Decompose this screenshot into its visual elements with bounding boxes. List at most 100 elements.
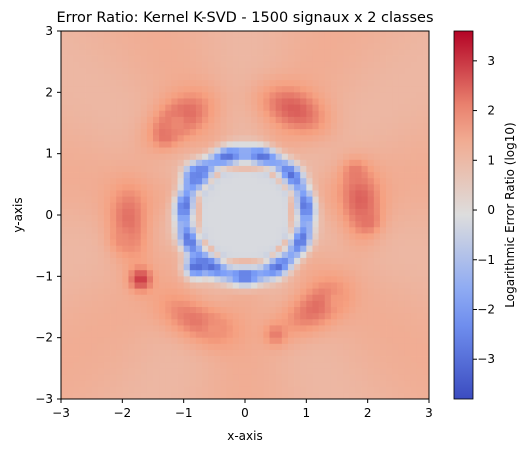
heatmap-cell <box>337 245 344 253</box>
heatmap-cell <box>134 73 142 81</box>
heatmap-cell <box>159 374 166 381</box>
heatmap-cell <box>214 343 221 351</box>
heatmap-cell <box>195 233 203 240</box>
heatmap-cell <box>183 325 191 332</box>
heatmap-cell <box>300 116 307 124</box>
heatmap-cell <box>306 264 313 271</box>
heatmap-cell <box>257 110 264 118</box>
heatmap-cell <box>202 276 209 283</box>
heatmap-cell <box>324 392 332 400</box>
heatmap-cell <box>220 67 227 75</box>
heatmap-cell <box>91 129 99 136</box>
heatmap-cell <box>392 362 399 369</box>
heatmap-cell <box>337 356 344 363</box>
heatmap-cell <box>386 159 393 167</box>
heatmap-cell <box>349 349 356 357</box>
heatmap-cell <box>140 288 148 296</box>
heatmap-cell <box>379 325 387 332</box>
heatmap-cell <box>171 123 178 130</box>
heatmap-cell <box>281 196 289 204</box>
heatmap-cell <box>245 233 252 240</box>
heatmap-cell <box>220 264 227 271</box>
heatmap-cell <box>122 184 129 191</box>
heatmap-cell <box>153 80 160 87</box>
heatmap-cell <box>122 178 129 185</box>
heatmap-cell <box>361 362 369 369</box>
heatmap-cell <box>140 165 148 173</box>
heatmap-cell <box>416 251 424 259</box>
heatmap-cell <box>343 239 350 247</box>
heatmap-cell <box>183 190 191 197</box>
heatmap-cell <box>330 98 338 105</box>
heatmap-cell <box>79 67 86 75</box>
heatmap-cell <box>257 276 264 283</box>
heatmap-cell <box>91 80 99 87</box>
heatmap-cell <box>238 380 246 388</box>
heatmap-cell <box>202 55 209 63</box>
heatmap-cell <box>183 184 191 191</box>
heatmap-cell <box>73 239 80 247</box>
heatmap-cell <box>294 368 301 375</box>
heatmap-cell <box>238 110 246 118</box>
heatmap-cell <box>177 245 185 253</box>
heatmap-cell <box>97 325 105 332</box>
heatmap-cell <box>281 153 289 161</box>
heatmap-cell <box>324 49 332 56</box>
heatmap-cell <box>202 165 209 173</box>
heatmap-cell <box>373 43 381 50</box>
heatmap-cell <box>398 337 405 345</box>
heatmap-cell <box>416 245 424 253</box>
heatmap-cell <box>269 165 277 173</box>
heatmap-cell <box>226 86 234 93</box>
heatmap-cell <box>373 307 381 314</box>
heatmap-cell <box>355 73 362 81</box>
heatmap-cell <box>355 153 362 161</box>
heatmap-cell <box>361 178 369 185</box>
heatmap-cell <box>379 362 387 369</box>
heatmap-cell <box>85 190 93 197</box>
heatmap-cell <box>343 184 350 191</box>
heatmap-cell <box>183 356 191 363</box>
heatmap-cell <box>269 55 277 63</box>
heatmap-cell <box>134 270 142 277</box>
heatmap-cell <box>281 37 289 44</box>
heatmap-cell <box>214 227 221 234</box>
heatmap-cell <box>392 257 399 265</box>
heatmap-cell <box>318 98 326 105</box>
heatmap-cell <box>110 349 117 357</box>
heatmap-cell <box>85 135 93 142</box>
heatmap-cell <box>202 288 209 296</box>
heatmap-cell <box>318 288 326 296</box>
heatmap-cell <box>171 55 178 63</box>
heatmap-cell <box>373 300 381 308</box>
heatmap-cell <box>404 356 411 363</box>
heatmap-cell <box>122 392 129 400</box>
heatmap-cell <box>73 61 80 69</box>
heatmap-cell <box>195 374 203 381</box>
heatmap-cell <box>263 178 270 185</box>
heatmap-cell <box>220 116 227 124</box>
heatmap-cell <box>202 392 209 400</box>
heatmap-cell <box>300 37 307 44</box>
heatmap-cell <box>97 43 105 50</box>
heatmap-cell <box>202 227 209 234</box>
heatmap-cell <box>61 221 68 228</box>
heatmap-cell <box>134 141 142 148</box>
heatmap-cell <box>410 178 418 185</box>
heatmap-cell <box>220 135 227 142</box>
heatmap-cell <box>373 104 381 112</box>
heatmap-cell <box>379 276 387 283</box>
heatmap-cell <box>361 184 369 191</box>
heatmap-cell <box>379 374 387 381</box>
heatmap-cell <box>386 98 393 105</box>
heatmap-cell <box>195 362 203 369</box>
heatmap-cell <box>226 80 234 87</box>
heatmap-cell <box>373 37 381 44</box>
heatmap-cell <box>232 319 240 326</box>
heatmap-cell <box>392 343 399 351</box>
heatmap-cell <box>208 196 215 204</box>
heatmap-cell <box>159 313 166 320</box>
heatmap-cell <box>91 288 99 296</box>
heatmap-cell <box>379 288 387 296</box>
heatmap-cell <box>269 233 277 240</box>
